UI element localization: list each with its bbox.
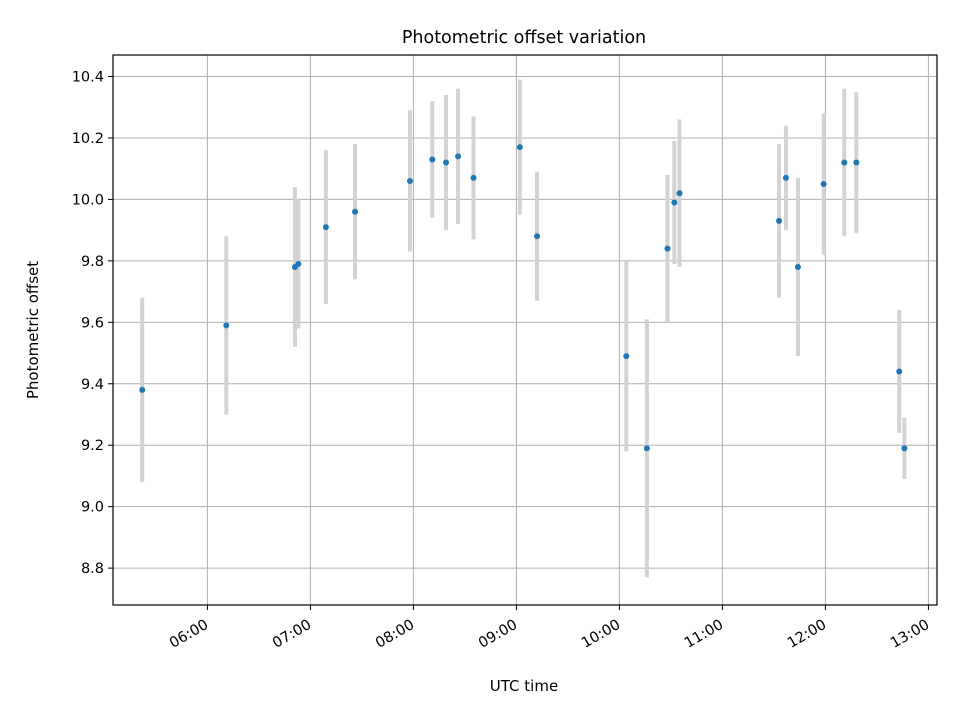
data-point [841,159,848,166]
data-point [901,445,908,452]
data-point [406,177,413,184]
data-point [643,445,650,452]
x-axis-ticks: 06:00 07:00 08:00 09:00 10:00 11:00 12:00 13:00 [167,605,932,652]
x-tick-label: 10:00 [579,617,623,652]
error-bars [140,79,907,578]
x-tick-label: 08:00 [373,617,417,652]
data-point [794,264,801,271]
data-points [139,144,908,452]
y-tick-label: 10.4 [72,70,104,86]
y-axis-label: Photometric offset [24,261,42,399]
y-tick-label: 9.0 [81,500,104,516]
x-tick-label: 07:00 [270,617,314,652]
data-point [429,156,436,163]
data-point [534,233,541,240]
x-tick-label: 06:00 [167,617,211,652]
x-tick-label: 13:00 [888,617,932,652]
data-point [820,181,827,188]
y-axis-ticks: 8.8 9.0 9.2 9.4 9.6 9.8 10.0 10.2 10.4 [72,70,113,577]
data-point [443,159,450,166]
y-tick-label: 9.6 [81,315,104,331]
data-point [322,224,329,231]
x-tick-label: 09:00 [476,617,520,652]
data-point [516,144,523,151]
data-point [295,260,302,267]
y-tick-label: 9.2 [81,438,104,454]
data-point [664,245,671,252]
x-tick-label: 12:00 [785,617,829,652]
chart-title: Photometric offset variation [402,28,646,48]
y-tick-label: 10.0 [72,192,104,208]
data-point [470,174,477,181]
grid-lines [113,55,937,605]
y-tick-label: 9.8 [81,254,104,270]
data-point [455,153,462,160]
x-axis-label: UTC time [490,677,558,695]
plot-frame [112,54,938,606]
x-tick-label: 11:00 [682,617,726,652]
data-point [896,368,903,375]
data-point [352,208,359,215]
data-point [853,159,860,166]
data-point [223,322,230,329]
data-point [776,217,783,224]
y-tick-label: 8.8 [81,561,104,577]
data-point [676,190,683,197]
data-point [671,199,678,206]
data-point [623,353,630,360]
data-point [782,174,789,181]
y-tick-label: 10.2 [72,131,104,147]
y-tick-label: 9.4 [81,377,104,393]
data-point [139,386,146,393]
